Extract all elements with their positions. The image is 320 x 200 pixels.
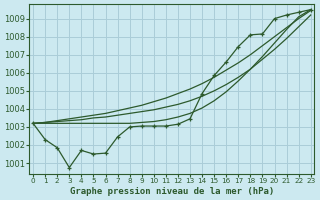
X-axis label: Graphe pression niveau de la mer (hPa): Graphe pression niveau de la mer (hPa) (70, 187, 274, 196)
